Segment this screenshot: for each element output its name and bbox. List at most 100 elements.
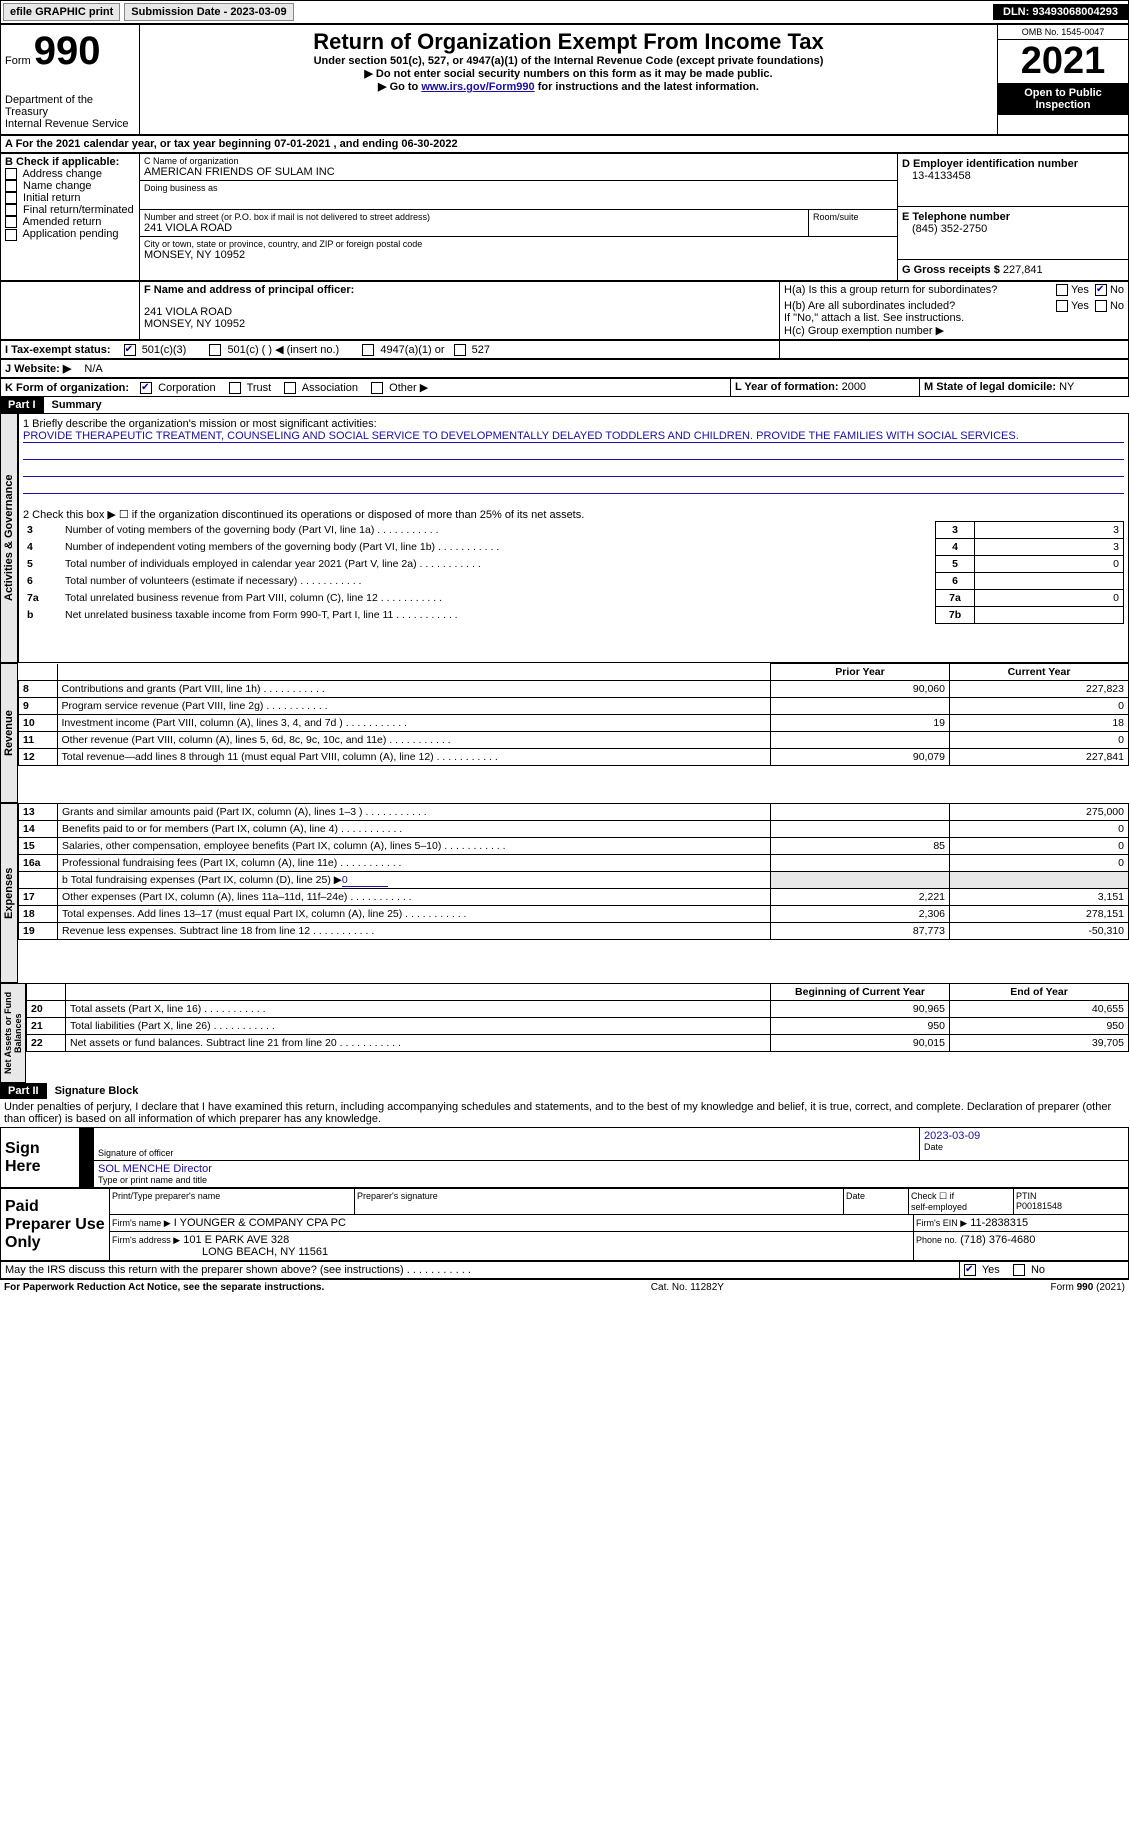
box-d-label: D Employer identification number <box>902 158 1124 170</box>
discuss-no-checkbox[interactable] <box>1013 1264 1025 1276</box>
box-c-label: C Name of organization <box>144 156 893 166</box>
state-domicile: NY <box>1059 381 1074 393</box>
officer-name-label: Type or print name and title <box>98 1175 1124 1185</box>
h-note: If "No," attach a list. See instructions… <box>784 312 1124 324</box>
ein-value: 13-4133458 <box>902 170 1124 182</box>
year-formation: 2000 <box>842 381 866 393</box>
prep-h1: Print/Type preparer's name <box>110 1189 355 1214</box>
ha-no-checkbox[interactable] <box>1095 284 1107 296</box>
firm-ein: 11-2838315 <box>970 1217 1028 1229</box>
firm-ein-label: Firm's EIN ▶ <box>916 1218 967 1228</box>
sig-officer-label: Signature of officer <box>98 1148 915 1158</box>
summary-table-a: 3Number of voting members of the governi… <box>23 521 1124 624</box>
box-m-label: M State of legal domicile: <box>924 381 1056 393</box>
i-o1: 501(c)(3) <box>142 344 187 356</box>
officer-addr1: 241 VIOLA ROAD <box>144 306 775 318</box>
table-row: 18Total expenses. Add lines 13–17 (must … <box>19 906 1129 923</box>
irs-link[interactable]: www.irs.gov/Form990 <box>421 81 534 93</box>
table-row: 5Total number of individuals employed in… <box>23 556 1124 573</box>
boxb-item: Application pending <box>5 228 135 240</box>
boxb-checkbox[interactable] <box>5 180 17 192</box>
table-row: 20Total assets (Part X, line 16)90,96540… <box>27 1001 1129 1018</box>
discuss-yes-checkbox[interactable] <box>964 1264 976 1276</box>
declaration-text: Under penalties of perjury, I declare th… <box>0 1099 1129 1127</box>
line1-label: 1 Briefly describe the organization's mi… <box>23 418 1124 430</box>
k-trust-checkbox[interactable] <box>229 382 241 394</box>
box-b-title: B Check if applicable: <box>5 156 135 168</box>
k-corp-checkbox[interactable] <box>140 382 152 394</box>
table-row: 21Total liabilities (Part X, line 26)950… <box>27 1018 1129 1035</box>
table-row: 8Contributions and grants (Part VIII, li… <box>19 681 1129 698</box>
table-row: 3Number of voting members of the governi… <box>23 522 1124 539</box>
i-501c3-checkbox[interactable] <box>124 344 136 356</box>
firm-addr2: LONG BEACH, NY 11561 <box>112 1246 911 1258</box>
efile-print-button[interactable]: efile GRAPHIC print <box>3 3 120 21</box>
table-row: 13Grants and similar amounts paid (Part … <box>19 804 1129 821</box>
sign-date-label: Date <box>924 1142 1124 1152</box>
i-o4: 527 <box>472 344 490 356</box>
hb-yes-checkbox[interactable] <box>1056 300 1068 312</box>
part1-title: Summary <box>44 397 110 413</box>
arrow-icon <box>80 1161 94 1187</box>
discuss-question: May the IRS discuss this return with the… <box>5 1264 404 1276</box>
hb-yes: Yes <box>1071 300 1089 312</box>
table-row: 6Total number of volunteers (estimate if… <box>23 573 1124 590</box>
table-row: 17Other expenses (Part IX, column (A), l… <box>19 889 1129 906</box>
table-row: 16aProfessional fundraising fees (Part I… <box>19 855 1129 872</box>
box-j-row: J Website: ▶ N/A <box>0 359 1129 378</box>
city-label: City or town, state or province, country… <box>144 239 893 249</box>
firm-addr-label: Firm's address ▶ <box>112 1235 180 1245</box>
i-527-checkbox[interactable] <box>454 344 466 356</box>
mission-blank-3 <box>23 481 1124 494</box>
ha-no: No <box>1110 284 1124 296</box>
submission-date-button[interactable]: Submission Date - 2023-03-09 <box>124 3 293 21</box>
ha-yes-checkbox[interactable] <box>1056 284 1068 296</box>
tab-netassets: Net Assets or Fund Balances <box>0 983 26 1083</box>
table-row: b Total fundraising expenses (Part IX, c… <box>19 872 1129 889</box>
boxb-checkbox[interactable] <box>5 192 17 204</box>
discuss-no: No <box>1031 1264 1045 1276</box>
boxb-checkbox[interactable] <box>5 204 17 216</box>
omb-label: OMB No. 1545-0047 <box>998 25 1128 40</box>
note2-prefix: ▶ Go to <box>378 81 421 93</box>
boxb-checkbox[interactable] <box>5 168 17 180</box>
form-subtitle: Under section 501(c), 527, or 4947(a)(1)… <box>144 55 993 67</box>
boxb-item: Amended return <box>5 216 135 228</box>
i-501c-checkbox[interactable] <box>209 344 221 356</box>
sign-here-label: Sign Here <box>1 1128 80 1187</box>
k-o4: Other ▶ <box>389 382 428 394</box>
h-b-label: H(b) Are all subordinates included? <box>784 300 1056 312</box>
h-a-label: H(a) Is this a group return for subordin… <box>784 284 1056 296</box>
arrow-icon <box>80 1128 94 1160</box>
form-header: Form 990 Department of the Treasury Inte… <box>0 24 1129 135</box>
box-e-label: E Telephone number <box>902 211 1124 223</box>
firm-addr1: 101 E PARK AVE 328 <box>183 1234 289 1246</box>
boxb-checkbox[interactable] <box>5 229 17 241</box>
f-h-block: F Name and address of principal officer:… <box>0 281 1129 340</box>
revenue-table: Prior YearCurrent Year8Contributions and… <box>18 663 1129 766</box>
box-j-label: J Website: ▶ <box>5 363 71 375</box>
footer-mid: Cat. No. 11282Y <box>651 1282 724 1293</box>
part2-tag: Part II <box>0 1083 47 1099</box>
table-row: 11Other revenue (Part VIII, column (A), … <box>19 732 1129 749</box>
box-i-label: I Tax-exempt status: <box>5 344 111 356</box>
org-name: AMERICAN FRIENDS OF SULAM INC <box>144 166 893 178</box>
org-address: 241 VIOLA ROAD <box>144 222 804 234</box>
k-other-checkbox[interactable] <box>371 382 383 394</box>
prep-h2: Preparer's signature <box>355 1189 844 1214</box>
i-4947-checkbox[interactable] <box>362 344 374 356</box>
footer-right: Form 990 (2021) <box>1051 1282 1125 1293</box>
hb-no-checkbox[interactable] <box>1095 300 1107 312</box>
table-row: 7aTotal unrelated business revenue from … <box>23 590 1124 607</box>
boxb-checkbox[interactable] <box>5 216 17 228</box>
boxb-item: Final return/terminated <box>5 204 135 216</box>
prep-h4-pre: Check ☐ if <box>911 1191 1011 1202</box>
ptin-value: P00181548 <box>1016 1201 1126 1211</box>
part1-tag: Part I <box>0 397 44 413</box>
officer-addr2: MONSEY, NY 10952 <box>144 318 775 330</box>
k-assoc-checkbox[interactable] <box>284 382 296 394</box>
ptin-label: PTIN <box>1016 1191 1126 1201</box>
table-row: 12Total revenue—add lines 8 through 11 (… <box>19 749 1129 766</box>
table-row: 9Program service revenue (Part VIII, lin… <box>19 698 1129 715</box>
k-o3: Association <box>302 382 358 394</box>
